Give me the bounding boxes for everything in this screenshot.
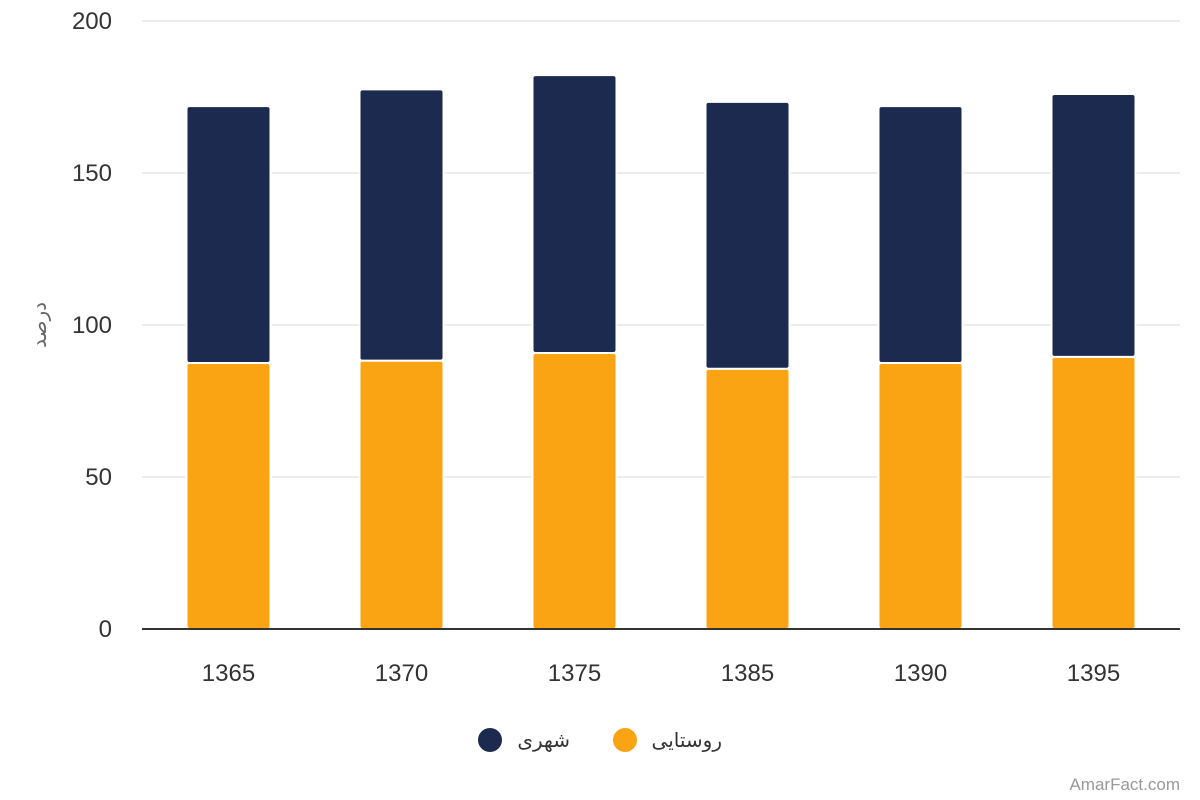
gridlines: [142, 20, 1180, 478]
bar-rural-1370[interactable]: [358, 359, 445, 630]
bar-rural-1385[interactable]: [704, 367, 791, 630]
bar-urban-1385[interactable]: [704, 100, 791, 370]
bars[interactable]: [185, 74, 1137, 630]
legend[interactable]: شهری روستایی: [478, 728, 722, 752]
x-tick-label: 1395: [1067, 660, 1120, 687]
y-axis-label: درصد: [27, 302, 51, 348]
bar-rural-1395[interactable]: [1050, 355, 1137, 630]
bar-urban-1395[interactable]: [1050, 92, 1137, 358]
bar-rural-1365[interactable]: [185, 362, 272, 630]
bar-urban-1365[interactable]: [185, 105, 272, 365]
x-axis-ticks: 1365 1370 1375 1385 1390 1395: [202, 660, 1120, 687]
bar-urban-1370[interactable]: [358, 88, 445, 362]
legend-marker-urban: [478, 728, 502, 752]
legend-item-urban[interactable]: شهری: [478, 728, 570, 752]
legend-item-rural[interactable]: روستایی: [613, 728, 722, 752]
bar-rural-1375[interactable]: [531, 351, 618, 630]
legend-label-urban: شهری: [517, 728, 570, 752]
y-axis-ticks: 0 50 100 150 200: [72, 8, 112, 643]
legend-marker-rural: [613, 728, 637, 752]
bar-urban-1390[interactable]: [877, 105, 964, 365]
bar-urban-1375[interactable]: [531, 74, 618, 354]
legend-label-rural: روستایی: [652, 728, 722, 752]
x-tick-label: 1365: [202, 660, 255, 687]
y-tick-label: 200: [72, 8, 112, 35]
y-tick-label: 100: [72, 312, 112, 339]
x-tick-label: 1375: [548, 660, 601, 687]
y-tick-label: 150: [72, 160, 112, 187]
credit-text[interactable]: AmarFact.com: [1069, 775, 1180, 794]
x-tick-label: 1370: [375, 660, 428, 687]
y-tick-label: 50: [85, 464, 112, 491]
bar-rural-1390[interactable]: [877, 362, 964, 630]
y-tick-label: 0: [99, 616, 112, 643]
x-tick-label: 1385: [721, 660, 774, 687]
x-tick-label: 1390: [894, 660, 947, 687]
